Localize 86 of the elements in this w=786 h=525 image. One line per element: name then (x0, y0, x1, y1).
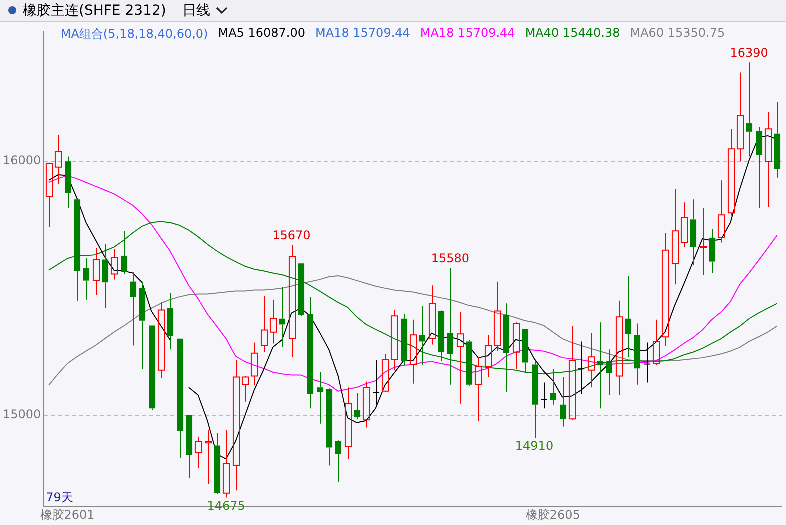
candlestick (764, 112, 772, 208)
candlestick (149, 326, 156, 411)
candlestick (736, 72, 744, 162)
candlestick (401, 314, 408, 366)
candlestick (709, 228, 716, 274)
candlestick (512, 322, 520, 370)
candlestick (298, 264, 305, 317)
legend-label: MA18 15709.44 (316, 26, 410, 42)
x-tick-label: 橡胶2605 (526, 508, 580, 522)
text: MA5 16087.00 (218, 26, 306, 42)
candlestick (700, 208, 708, 276)
candlestick (204, 430, 212, 485)
candlestick (288, 244, 296, 358)
candlestick (270, 299, 278, 344)
candlestick (54, 134, 62, 185)
candlestick (456, 312, 464, 404)
candlestick (541, 382, 548, 410)
annotation: 16390 (730, 46, 768, 60)
candlestick (373, 359, 380, 406)
candlestick (344, 387, 352, 460)
candlestick (194, 436, 202, 470)
text: MA40 15440.38 (525, 26, 620, 42)
candlestick (279, 286, 286, 348)
candlestick (662, 232, 670, 348)
chart-subtitle: 日线 (182, 2, 210, 20)
candlestick (260, 296, 268, 353)
candlestick (652, 319, 660, 366)
candlestick (616, 300, 624, 396)
candlestick (588, 332, 596, 388)
candlestick (214, 432, 221, 495)
candlestick (672, 188, 680, 286)
candlestick (232, 359, 240, 492)
candlestick (46, 162, 54, 228)
y-tick-label: 16000 (2, 154, 42, 168)
candlestick (326, 388, 333, 466)
candlestick (419, 306, 426, 366)
candlestick (390, 310, 398, 371)
candlestick (335, 441, 342, 482)
candlestick (410, 319, 418, 384)
candlestick (474, 356, 482, 422)
candlestick (578, 341, 585, 395)
candlestick (438, 311, 445, 362)
candlestick (242, 375, 250, 402)
text: MA18 15709.44 (420, 26, 516, 42)
candlestick (158, 302, 166, 378)
candlestick (222, 430, 230, 498)
annotation: 14675 (207, 498, 246, 513)
candlestick (362, 381, 370, 428)
candlestick (494, 281, 502, 352)
candlestick (102, 244, 109, 309)
x-tick-label: 橡胶2601 (40, 508, 95, 522)
candlestick (746, 62, 753, 158)
candlestick (774, 102, 781, 178)
annotation: 15670 (272, 228, 311, 242)
candlestick (92, 248, 100, 296)
legend-title: MA组合(5,18,18,40,60,0) (60, 26, 208, 43)
candlestick (728, 128, 736, 216)
candlestick (65, 156, 72, 209)
candlestick (690, 199, 697, 266)
candlestick (354, 392, 361, 420)
candlestick (177, 338, 184, 459)
candlestick (110, 248, 118, 280)
candlestick (484, 334, 492, 378)
candlestick (560, 376, 567, 428)
candlestick (250, 342, 258, 386)
candlestick (139, 281, 146, 370)
candlestick (625, 275, 632, 358)
candlestick (428, 285, 436, 346)
annotation: 14910 (515, 439, 554, 454)
candlestick (130, 272, 137, 346)
y-tick-label: 15000 (2, 407, 42, 422)
candlestick (83, 257, 90, 300)
candlestick (307, 296, 314, 410)
annotation: 79天 (46, 490, 74, 505)
text: MA60 15350.75 (630, 26, 726, 42)
candlestick (568, 326, 576, 421)
candlestick (167, 292, 174, 350)
candlestick (756, 126, 763, 209)
chart-title: 橡胶主连(SHFE 2312) (23, 2, 166, 20)
candlestick (121, 230, 128, 275)
candlestick (644, 342, 651, 384)
annotation: 15580 (431, 251, 470, 266)
candlestick (317, 372, 324, 424)
candlestick (718, 180, 726, 244)
candlestick (186, 415, 193, 479)
candlestick (680, 202, 688, 248)
